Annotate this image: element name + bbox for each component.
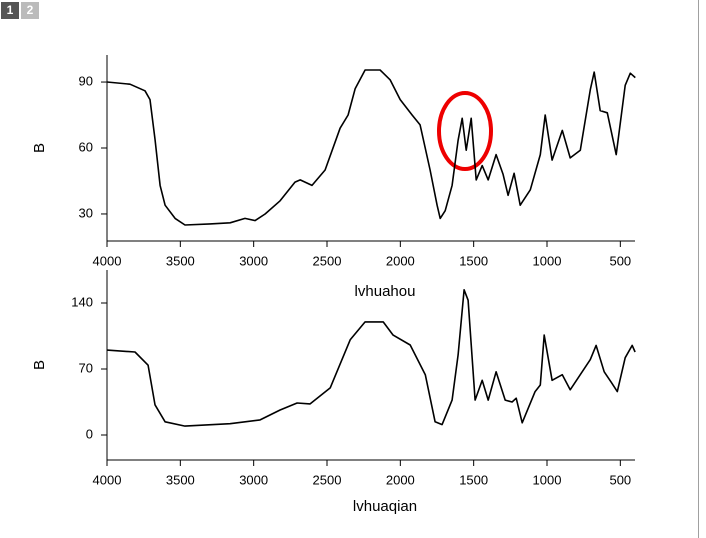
- y-tick-label: 30: [79, 205, 93, 220]
- x-tick-label: 500: [609, 472, 631, 487]
- tab-label[interactable]: 2: [27, 3, 34, 17]
- highlight-circle: [437, 91, 493, 171]
- x-tick-label: 1500: [459, 472, 488, 487]
- x-tick-label: 1500: [459, 253, 488, 268]
- x-tick-label: 1000: [533, 253, 562, 268]
- spectrum-line: [106, 289, 636, 427]
- y-axis-label: B: [31, 143, 48, 153]
- y-tick-label: 0: [86, 426, 93, 441]
- tab-2[interactable]: [21, 2, 39, 19]
- y-tick-label: 70: [79, 360, 93, 375]
- y-tick-label: 90: [79, 73, 93, 88]
- x-tick-label: 4000: [93, 472, 122, 487]
- x-tick-label: 3500: [166, 253, 195, 268]
- x-tick-label: 3000: [239, 253, 268, 268]
- spectrum-line: [106, 69, 636, 226]
- x-tick-label: 2500: [313, 472, 342, 487]
- x-axis-label: lvhuahou: [355, 283, 416, 300]
- x-tick-label: 500: [609, 253, 631, 268]
- tab-label[interactable]: 1: [7, 3, 14, 17]
- y-tick-label: 60: [79, 139, 93, 154]
- x-tick-label: 2000: [386, 472, 415, 487]
- tab-1[interactable]: [1, 2, 19, 19]
- x-tick-label: 4000: [93, 253, 122, 268]
- x-axis-label: lvhuaqian: [353, 498, 417, 515]
- y-axis-label: B: [31, 360, 48, 370]
- x-tick-label: 3500: [166, 472, 195, 487]
- x-tick-label: 2000: [386, 253, 415, 268]
- x-tick-label: 1000: [533, 472, 562, 487]
- x-tick-label: 2500: [313, 253, 342, 268]
- y-tick-label: 140: [71, 294, 93, 309]
- x-tick-label: 3000: [239, 472, 268, 487]
